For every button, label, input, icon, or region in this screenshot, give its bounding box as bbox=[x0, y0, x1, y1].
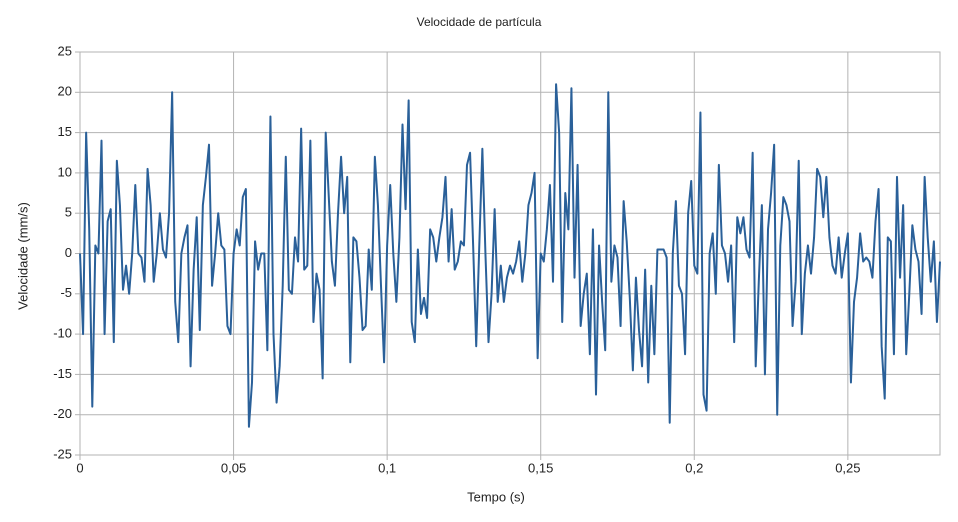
data-line bbox=[79, 83, 941, 428]
y-axis-label: Velocidade (mm/s) bbox=[15, 202, 30, 310]
y-tick-label: -25 bbox=[53, 446, 72, 461]
y-tick-label: 5 bbox=[65, 205, 72, 220]
y-tick-label: -10 bbox=[53, 326, 72, 341]
x-tick-label: 0,2 bbox=[685, 460, 703, 475]
x-tick-label: 0,1 bbox=[378, 460, 396, 475]
y-tick-label: 15 bbox=[58, 124, 72, 139]
y-tick-label: -5 bbox=[60, 285, 72, 300]
x-axis-label: Tempo (s) bbox=[467, 489, 525, 504]
y-tick-label: -20 bbox=[53, 406, 72, 421]
chart-title: Velocidade de partícula bbox=[417, 15, 542, 29]
x-tick-label: 0 bbox=[76, 460, 83, 475]
x-tick-label: 0,15 bbox=[528, 460, 553, 475]
y-tick-label: -15 bbox=[53, 366, 72, 381]
y-tick-label: 20 bbox=[58, 84, 72, 99]
x-tick-label: 0,05 bbox=[221, 460, 246, 475]
y-tick-label: 0 bbox=[65, 245, 72, 260]
y-tick-label: 25 bbox=[58, 43, 72, 58]
x-tick-label: 0,25 bbox=[835, 460, 860, 475]
y-tick-label: 10 bbox=[58, 164, 72, 179]
